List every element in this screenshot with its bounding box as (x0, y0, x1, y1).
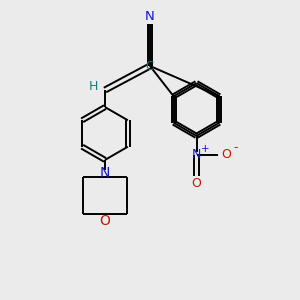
Text: O: O (100, 214, 110, 228)
Text: N: N (100, 166, 110, 180)
Text: O: O (221, 148, 231, 161)
Text: -: - (234, 141, 238, 154)
Text: C: C (146, 59, 154, 73)
Text: O: O (192, 177, 201, 190)
Text: +: + (201, 144, 209, 154)
Text: N: N (145, 10, 155, 23)
Text: H: H (89, 80, 98, 93)
Text: N: N (192, 148, 201, 161)
